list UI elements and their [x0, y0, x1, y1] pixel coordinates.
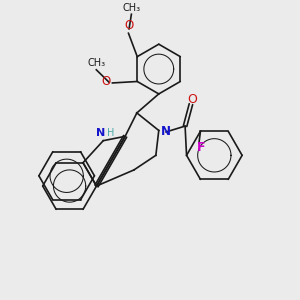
Text: N: N: [96, 128, 105, 138]
Text: H: H: [107, 128, 114, 138]
Text: N: N: [161, 125, 171, 138]
Text: F: F: [197, 141, 205, 154]
Text: O: O: [102, 75, 111, 88]
Text: CH₃: CH₃: [87, 58, 105, 68]
Text: O: O: [188, 93, 197, 106]
Text: CH₃: CH₃: [122, 3, 140, 13]
Text: O: O: [124, 19, 134, 32]
